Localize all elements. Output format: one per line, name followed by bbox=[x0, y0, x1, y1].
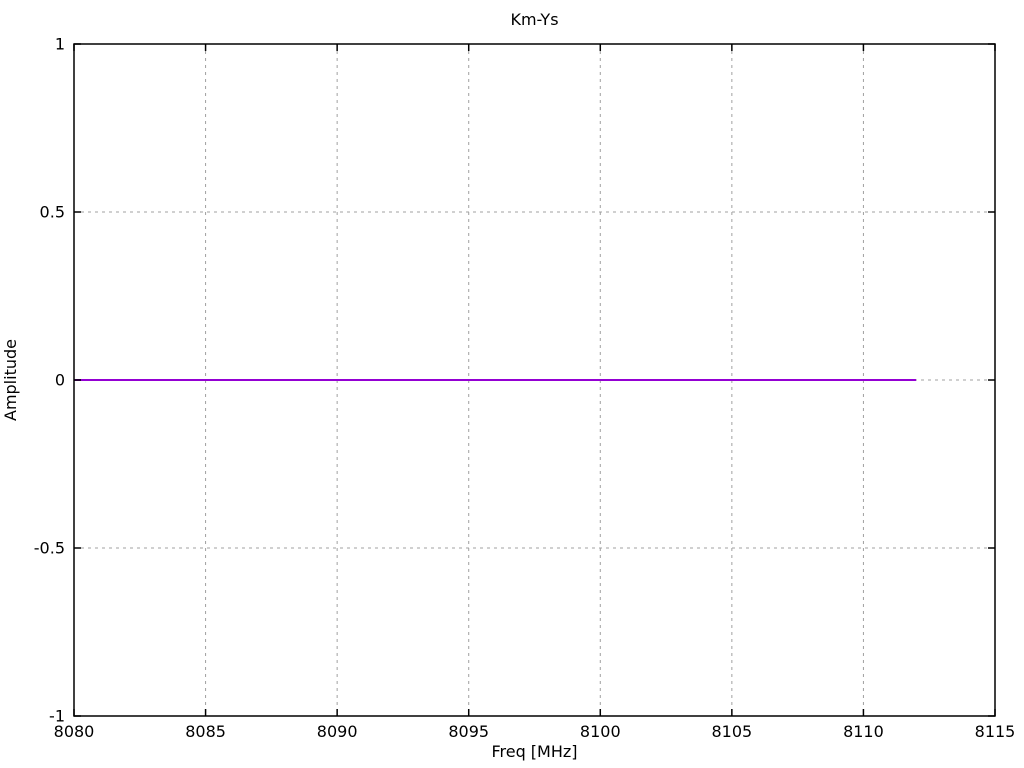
x-tick-label: 8080 bbox=[54, 722, 95, 741]
x-tick-label: 8095 bbox=[448, 722, 489, 741]
x-tick-label: 8105 bbox=[711, 722, 752, 741]
chart-title: Km-Ys bbox=[510, 10, 559, 29]
y-axis-label: Amplitude bbox=[1, 339, 20, 421]
y-tick-label: 0 bbox=[55, 371, 65, 390]
y-tick-label: 1 bbox=[55, 35, 65, 54]
x-tick-label: 8110 bbox=[843, 722, 884, 741]
x-tick-label: 8100 bbox=[580, 722, 621, 741]
y-tick-label: -1 bbox=[49, 707, 65, 726]
x-tick-label: 8090 bbox=[317, 722, 358, 741]
x-axis-label: Freq [MHz] bbox=[491, 742, 578, 761]
x-tick-label: 8085 bbox=[185, 722, 226, 741]
x-tick-label: 8115 bbox=[975, 722, 1016, 741]
y-tick-label: -0.5 bbox=[34, 539, 65, 558]
y-tick-label: 0.5 bbox=[40, 203, 65, 222]
